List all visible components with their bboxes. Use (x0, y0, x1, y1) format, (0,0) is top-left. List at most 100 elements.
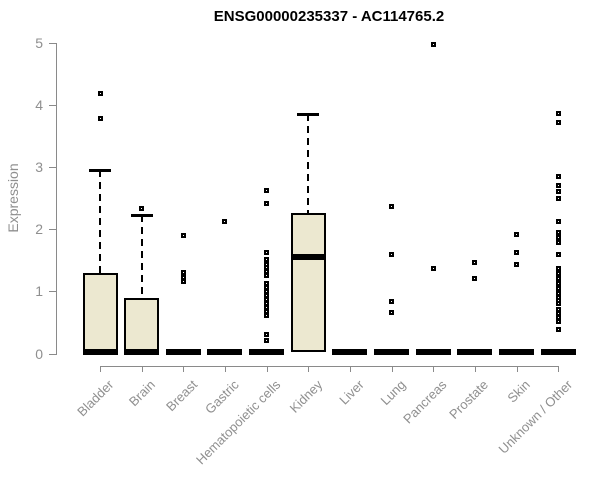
x-tick (224, 366, 226, 372)
y-tick (49, 105, 56, 107)
y-axis-line (56, 43, 57, 355)
whisker (99, 170, 101, 273)
x-tick (558, 366, 560, 372)
x-axis-label: Brain (126, 377, 159, 410)
x-tick (391, 366, 393, 372)
outlier-point (555, 327, 561, 333)
x-tick (474, 366, 476, 372)
outlier-point (389, 203, 395, 209)
outlier-point (514, 262, 519, 268)
outlier-point (555, 252, 561, 258)
x-axis-label: Gastric (201, 377, 242, 417)
outlier-point (139, 205, 145, 211)
outlier-point (555, 119, 561, 125)
outlier-point (264, 201, 270, 207)
outlier-point (555, 280, 561, 286)
outlier-point (430, 41, 436, 47)
box (82, 272, 118, 354)
outlier-point (555, 188, 561, 194)
whisker (140, 215, 143, 298)
x-axis-label: Breast (162, 377, 200, 415)
outlier-point (389, 310, 395, 315)
collapsed-box-bar (207, 349, 243, 356)
outlier-point (555, 301, 561, 307)
outlier-point (97, 116, 103, 122)
median-line (290, 253, 326, 260)
x-tick (349, 366, 351, 372)
whisker (307, 113, 310, 214)
outlier-point (264, 257, 270, 263)
outlier-point (264, 331, 270, 337)
y-tick-label: 4 (35, 97, 43, 114)
whisker-cap (130, 214, 153, 218)
collapsed-box-bar (249, 349, 285, 356)
x-axis-label: Skin (504, 377, 534, 406)
outlier-point (264, 337, 270, 343)
x-tick (516, 366, 518, 372)
outlier-point (430, 265, 436, 271)
outlier-point (389, 252, 395, 258)
y-tick-label: 0 (35, 345, 43, 362)
x-tick (141, 366, 143, 372)
y-tick (49, 353, 56, 355)
outlier-point (555, 111, 561, 117)
outlier-point (180, 270, 186, 276)
x-tick (433, 366, 435, 372)
outlier-point (264, 250, 270, 256)
collapsed-box-bar (499, 349, 534, 356)
outlier-point (264, 300, 270, 306)
x-axis-line (100, 366, 560, 367)
outlier-point (389, 298, 395, 304)
outlier-point (555, 235, 561, 241)
outlier-point (264, 269, 270, 275)
x-tick (266, 366, 268, 372)
x-axis-label: Liver (335, 377, 367, 408)
y-tick-label: 1 (35, 283, 43, 300)
chart-title: ENSG00000235337 - AC114765.2 (213, 8, 445, 25)
outlier-point (97, 91, 103, 97)
outlier-point (264, 284, 270, 290)
x-axis-label: Pancreas (400, 377, 450, 427)
outlier-point (555, 285, 561, 291)
outlier-point (514, 249, 519, 255)
outlier-point (264, 273, 270, 279)
outlier-point (555, 275, 561, 281)
collapsed-box-bar (332, 349, 368, 356)
whisker-cap (297, 112, 320, 116)
outlier-point (264, 187, 270, 193)
x-tick (308, 366, 310, 372)
collapsed-box-bar (457, 349, 493, 356)
outlier-point (472, 276, 478, 282)
outlier-point (514, 231, 519, 237)
outlier-point (264, 292, 270, 298)
y-tick (49, 167, 56, 169)
outlier-point (555, 195, 561, 201)
whisker-cap (89, 169, 111, 173)
outlier-point (180, 274, 186, 280)
outlier-point (555, 219, 561, 225)
collapsed-box-bar (540, 349, 576, 356)
x-tick (100, 366, 101, 372)
outlier-point (555, 290, 561, 296)
x-axis-label: Kidney (286, 377, 325, 416)
y-tick-label: 5 (35, 35, 43, 51)
outlier-point (180, 233, 186, 238)
outlier-point (472, 260, 478, 266)
box (290, 213, 326, 353)
x-axis-label: Prostate (446, 377, 492, 422)
outlier-point (555, 310, 561, 316)
outlier-point (555, 183, 561, 189)
outlier-point (555, 240, 561, 246)
median-line (82, 348, 118, 355)
y-tick (49, 229, 56, 231)
collapsed-box-bar (374, 349, 410, 356)
y-tick-label: 2 (35, 221, 43, 238)
box (124, 297, 160, 354)
outlier-point (264, 308, 270, 314)
outlier-point (555, 270, 561, 276)
collapsed-box-bar (165, 349, 201, 356)
outlier-point (222, 219, 228, 225)
outlier-point (555, 314, 561, 320)
x-axis-label: Lung (377, 377, 409, 409)
